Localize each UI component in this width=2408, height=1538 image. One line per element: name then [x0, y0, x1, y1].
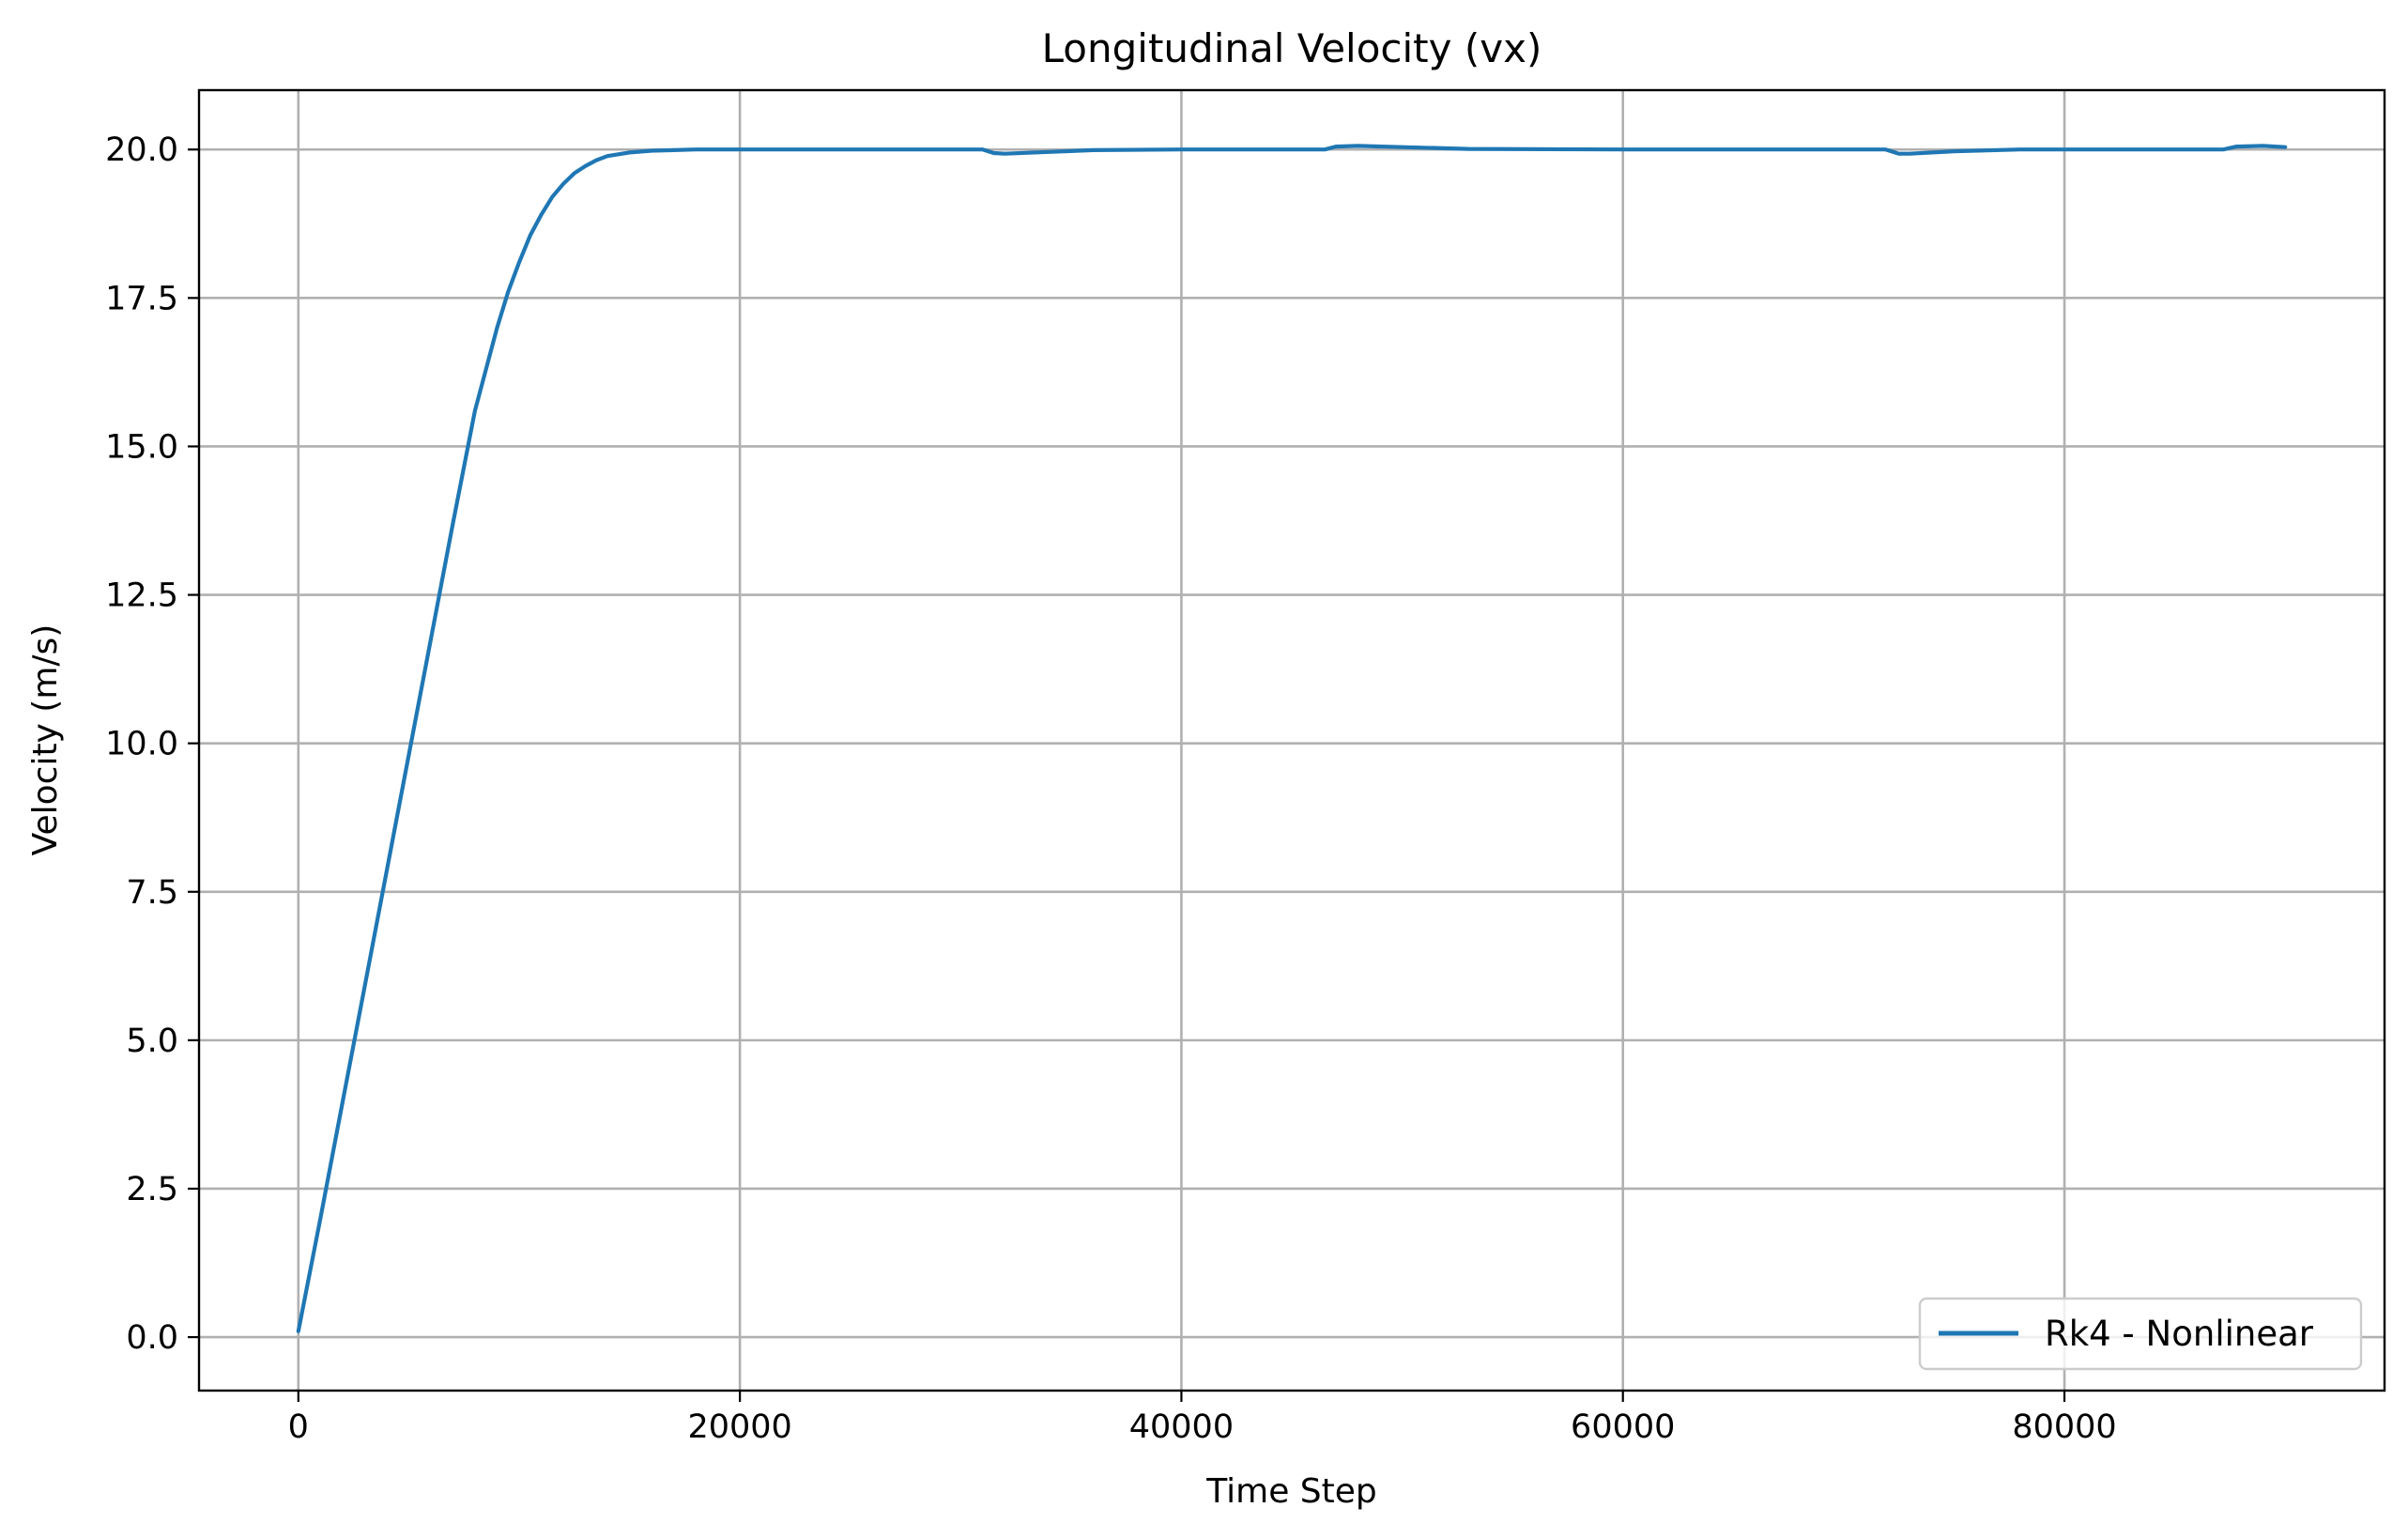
y-tick-label: 12.5	[105, 577, 178, 615]
legend: Rk4 - Nonlinear	[1918, 1297, 2363, 1371]
legend-box	[1918, 1297, 2363, 1371]
y-tick-label: 2.5	[126, 1171, 178, 1208]
y-tick-label: 0.0	[126, 1319, 178, 1357]
y-tick-label: 7.5	[126, 874, 178, 912]
axis-ticks: 0 20000 40000 60000 80000 0.0 2.5 5.0 7.5 10.0 12.…	[105, 131, 2117, 1446]
series-line-rk4-nonlinear	[296, 144, 2288, 1333]
x-tick-label: 20000	[687, 1408, 791, 1446]
y-tick-label: 10.0	[105, 726, 178, 763]
series-layer	[296, 144, 2288, 1333]
x-tick-label: 0	[288, 1408, 309, 1446]
x-axis-label: Time Step	[1205, 1472, 1377, 1511]
plot-frame	[197, 88, 2386, 1392]
y-tick-label: 15.0	[105, 428, 178, 466]
legend-label: Rk4 - Nonlinear	[2045, 1314, 2314, 1354]
plot-area	[199, 90, 2385, 1391]
x-tick-label: 60000	[1571, 1408, 1675, 1446]
y-axis-label: Velocity (m/s)	[26, 624, 65, 856]
y-tick-label: 20.0	[105, 131, 178, 169]
x-tick-label: 80000	[2012, 1408, 2116, 1446]
x-tick-label: 40000	[1129, 1408, 1234, 1446]
chart-title: Longitudinal Velocity (vx)	[1042, 25, 1542, 71]
y-tick-label: 5.0	[126, 1023, 178, 1060]
y-tick-label: 17.5	[105, 280, 178, 317]
